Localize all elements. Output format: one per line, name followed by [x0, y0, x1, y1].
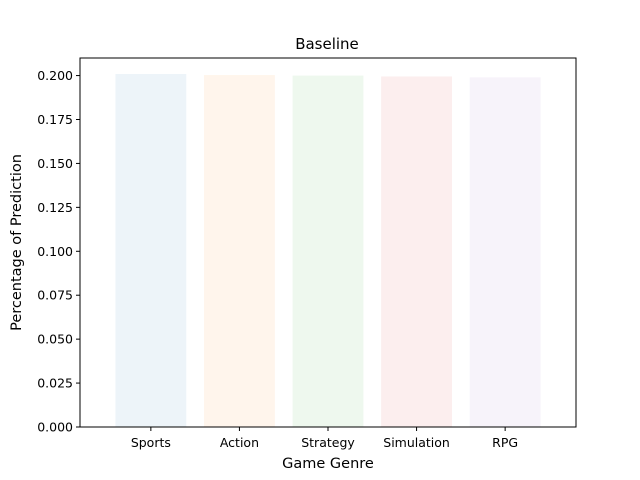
y-tick-label: 0.075 — [37, 288, 73, 303]
y-axis-label: Percentage of Prediction — [9, 154, 25, 331]
x-tick-label: Simulation — [383, 435, 450, 450]
y-axis-ticks: 0.000 0.025 0.050 0.075 0.100 0.125 0.150 0.175… — [37, 68, 80, 435]
chart-title: Baseline — [295, 35, 359, 53]
y-tick-label: 0.175 — [37, 112, 73, 127]
x-tick-label: Strategy — [301, 435, 355, 450]
y-tick-label: 0.200 — [37, 68, 73, 83]
bar-rpg — [469, 77, 541, 427]
y-tick-label: 0.150 — [37, 156, 73, 171]
bar-action — [204, 75, 275, 428]
bar-strategy — [292, 75, 364, 428]
bar-sports — [115, 73, 187, 428]
y-tick-label: 0.125 — [37, 200, 73, 215]
x-axis-label: Game Genre — [282, 456, 374, 472]
y-tick-label: 0.100 — [37, 244, 73, 259]
bar-series — [115, 73, 541, 428]
y-tick-label: 0.050 — [37, 332, 73, 347]
y-tick-label: 0.000 — [37, 420, 73, 435]
x-tick-label: Action — [220, 435, 259, 450]
plot-frame — [79, 57, 577, 428]
x-axis-ticks: Sports Action Strategy Simulation RPG — [131, 427, 518, 450]
x-tick-label: Sports — [131, 435, 171, 450]
bar-simulation — [381, 76, 452, 427]
x-tick-label: RPG — [492, 435, 518, 450]
y-tick-label: 0.025 — [37, 376, 73, 391]
